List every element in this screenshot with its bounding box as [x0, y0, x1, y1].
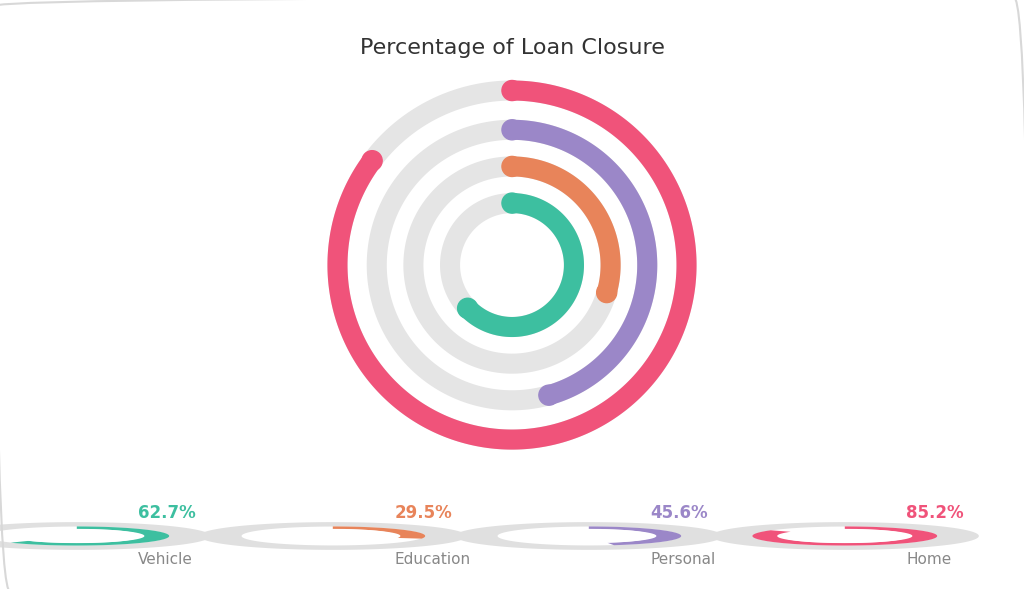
Circle shape: [539, 385, 559, 405]
Text: 62.7%: 62.7%: [138, 504, 196, 522]
Polygon shape: [328, 81, 696, 449]
Polygon shape: [440, 193, 584, 337]
Text: 29.5%: 29.5%: [394, 504, 452, 522]
Polygon shape: [10, 527, 169, 545]
Text: 45.6%: 45.6%: [650, 504, 708, 522]
Circle shape: [502, 157, 522, 177]
Polygon shape: [512, 157, 621, 295]
Text: 85.2%: 85.2%: [906, 504, 964, 522]
Circle shape: [270, 530, 395, 542]
Text: Personal: Personal: [650, 552, 716, 567]
Text: Vehicle: Vehicle: [138, 552, 194, 567]
Circle shape: [502, 193, 522, 213]
Polygon shape: [512, 120, 657, 405]
Polygon shape: [711, 522, 979, 550]
Polygon shape: [328, 81, 696, 449]
Circle shape: [362, 151, 382, 171]
Polygon shape: [461, 193, 584, 337]
Circle shape: [464, 217, 560, 313]
Polygon shape: [367, 120, 657, 411]
Circle shape: [597, 283, 616, 303]
Polygon shape: [0, 522, 211, 550]
Circle shape: [502, 120, 522, 140]
Circle shape: [458, 298, 477, 318]
Circle shape: [526, 530, 651, 542]
Circle shape: [15, 530, 139, 542]
Polygon shape: [589, 527, 681, 545]
Text: Home: Home: [906, 552, 951, 567]
Text: Education: Education: [394, 552, 470, 567]
Polygon shape: [753, 527, 937, 545]
Polygon shape: [403, 157, 621, 373]
Circle shape: [502, 81, 522, 101]
Polygon shape: [333, 527, 425, 539]
Polygon shape: [199, 522, 467, 550]
Polygon shape: [455, 522, 723, 550]
Text: Percentage of Loan Closure: Percentage of Loan Closure: [359, 38, 665, 58]
Circle shape: [782, 530, 907, 542]
